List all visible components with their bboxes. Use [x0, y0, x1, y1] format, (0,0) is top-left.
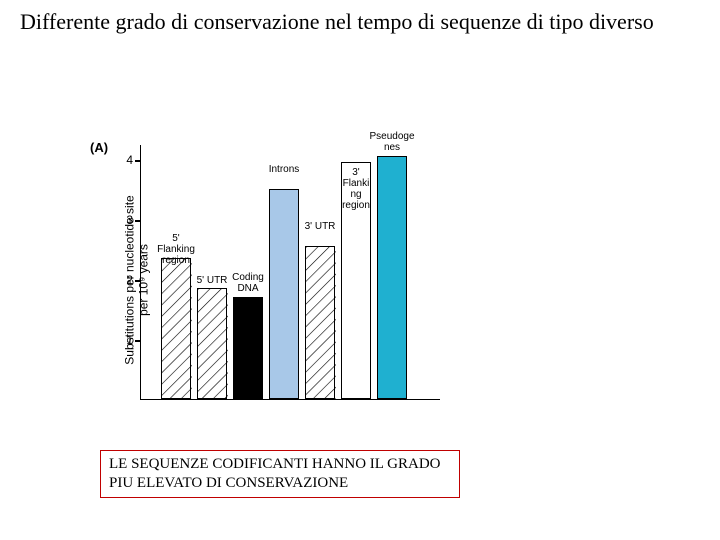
- bar: 3' Flanking region: [341, 162, 371, 399]
- bar: [161, 258, 191, 399]
- note-box: LE SEQUENZE CODIFICANTI HANNO IL GRADO P…: [100, 450, 460, 498]
- bar: [197, 288, 227, 399]
- ytick: [135, 160, 141, 162]
- ytick: [135, 220, 141, 222]
- bar: [269, 189, 299, 399]
- page-title: Differente grado di conservazione nel te…: [20, 8, 654, 36]
- bar-label: 3' Flanking region: [342, 167, 370, 211]
- ytick-label: 4: [119, 153, 133, 167]
- ytick: [135, 340, 141, 342]
- panel-label: (A): [90, 140, 108, 155]
- ytick-label: 2: [119, 273, 133, 287]
- bar-label: Coding DNA: [224, 272, 272, 294]
- plot-area: 12345' Flanking region5' UTRCoding DNAIn…: [140, 145, 440, 400]
- bar: [377, 156, 407, 399]
- ytick-label: 1: [119, 333, 133, 347]
- ytick: [135, 280, 141, 282]
- bar-label: Pseudogenes: [368, 131, 416, 153]
- bar-label: 5' Flanking region: [152, 233, 200, 266]
- bar: [233, 297, 263, 399]
- bar: [305, 246, 335, 399]
- chart-container: (A) Substitutions per nucleotide site pe…: [90, 140, 450, 420]
- bar-label: Introns: [260, 164, 308, 175]
- bar-label: 3' UTR: [296, 221, 344, 232]
- ytick-label: 3: [119, 213, 133, 227]
